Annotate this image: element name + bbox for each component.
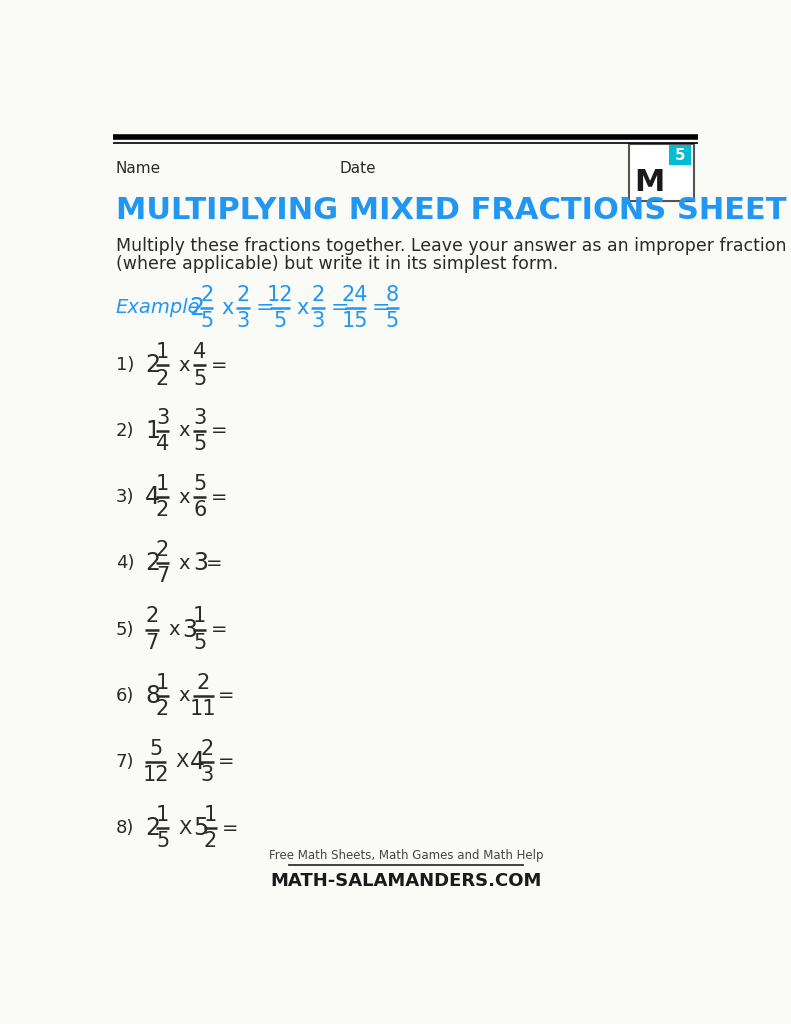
Text: x: x <box>179 487 190 507</box>
Text: 1: 1 <box>203 805 217 825</box>
Text: 7): 7) <box>116 753 134 771</box>
Text: 1: 1 <box>146 419 161 442</box>
Text: 4): 4) <box>116 554 134 572</box>
Text: Free Math Sheets, Math Games and Math Help: Free Math Sheets, Math Games and Math He… <box>268 850 543 862</box>
Text: 15: 15 <box>342 310 369 331</box>
Text: 8): 8) <box>116 819 134 838</box>
Text: x: x <box>221 298 233 317</box>
Text: 3): 3) <box>116 488 134 506</box>
Text: MATH-SALAMANDERS.COM: MATH-SALAMANDERS.COM <box>270 871 542 890</box>
Text: 12: 12 <box>142 765 169 785</box>
Text: 3: 3 <box>200 765 214 785</box>
Text: 5): 5) <box>116 621 134 639</box>
Text: 5: 5 <box>156 831 169 851</box>
Text: 1: 1 <box>156 673 169 692</box>
Text: 1: 1 <box>156 805 169 825</box>
Text: 2: 2 <box>237 285 249 304</box>
Text: x: x <box>179 686 190 706</box>
Text: =: = <box>218 686 235 706</box>
Text: 1: 1 <box>156 342 169 362</box>
Text: Multiply these fractions together. Leave your answer as an improper fraction: Multiply these fractions together. Leave… <box>116 237 786 255</box>
Text: 1): 1) <box>116 356 134 375</box>
Text: 3: 3 <box>237 310 249 331</box>
Text: 4: 4 <box>156 434 169 454</box>
Text: 12: 12 <box>267 285 293 304</box>
Text: =: = <box>211 422 228 440</box>
Text: Example: Example <box>116 298 201 317</box>
Text: 5: 5 <box>193 633 206 652</box>
Text: 8: 8 <box>146 684 161 708</box>
Text: 8: 8 <box>386 285 399 304</box>
Text: 24: 24 <box>342 285 369 304</box>
Text: 2: 2 <box>200 739 214 759</box>
Text: =: = <box>211 487 228 507</box>
Text: 3: 3 <box>183 617 198 642</box>
Text: =: = <box>331 298 350 317</box>
Text: x: x <box>297 298 308 317</box>
Text: x: x <box>168 621 180 639</box>
Text: Date: Date <box>339 162 376 176</box>
Text: 4: 4 <box>146 485 161 509</box>
Text: X: X <box>176 753 189 771</box>
Text: M: M <box>634 168 664 198</box>
Text: 1: 1 <box>156 474 169 494</box>
Text: 2): 2) <box>116 422 134 440</box>
Text: 2: 2 <box>146 816 161 841</box>
Text: 2: 2 <box>197 673 210 692</box>
Text: 2: 2 <box>146 551 161 575</box>
Text: 2: 2 <box>156 541 169 560</box>
Text: X: X <box>179 819 192 838</box>
Text: =: = <box>206 554 222 572</box>
Text: x: x <box>179 554 190 572</box>
Text: 5: 5 <box>193 816 208 841</box>
Text: 1: 1 <box>193 606 206 627</box>
Text: 2: 2 <box>156 369 169 388</box>
Text: 3: 3 <box>156 408 169 428</box>
Text: 5: 5 <box>149 739 162 759</box>
Text: MULTIPLYING MIXED FRACTIONS SHEET 3: MULTIPLYING MIXED FRACTIONS SHEET 3 <box>116 196 791 225</box>
Text: x: x <box>179 422 190 440</box>
Text: 2: 2 <box>190 296 205 319</box>
FancyBboxPatch shape <box>669 145 691 165</box>
Text: 5: 5 <box>386 310 399 331</box>
Text: 7: 7 <box>146 633 159 652</box>
Text: 3: 3 <box>312 310 325 331</box>
Text: 2: 2 <box>146 353 161 378</box>
Text: 5: 5 <box>193 369 206 388</box>
Text: =: = <box>221 819 238 838</box>
Text: 2: 2 <box>156 698 169 719</box>
Text: 7: 7 <box>156 566 169 587</box>
Text: (where applicable) but write it in its simplest form.: (where applicable) but write it in its s… <box>116 255 558 273</box>
Text: 3: 3 <box>193 551 208 575</box>
Text: 5: 5 <box>200 310 214 331</box>
Text: 6): 6) <box>116 687 134 705</box>
FancyBboxPatch shape <box>629 143 694 201</box>
Text: x: x <box>179 356 190 375</box>
Text: =: = <box>372 298 391 317</box>
Text: =: = <box>211 621 228 639</box>
Text: 2: 2 <box>156 500 169 520</box>
Text: 2: 2 <box>312 285 325 304</box>
Text: 5: 5 <box>193 474 206 494</box>
Text: 5: 5 <box>274 310 286 331</box>
Text: 2: 2 <box>146 606 159 627</box>
Text: 5: 5 <box>675 147 686 163</box>
Text: 6: 6 <box>193 500 206 520</box>
Text: =: = <box>211 356 228 375</box>
Text: 2: 2 <box>203 831 217 851</box>
Text: =: = <box>218 753 235 771</box>
Text: 3: 3 <box>193 408 206 428</box>
Text: 2: 2 <box>200 285 214 304</box>
Text: 5: 5 <box>193 434 206 454</box>
Text: 11: 11 <box>190 698 217 719</box>
Text: 4: 4 <box>190 750 205 774</box>
Text: =: = <box>255 298 274 317</box>
Text: Name: Name <box>116 162 161 176</box>
Text: 4: 4 <box>193 342 206 362</box>
